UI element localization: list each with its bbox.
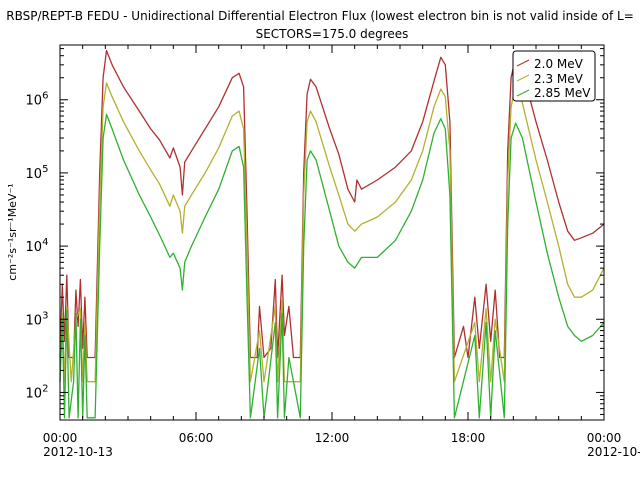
legend: 2.0 MeV 2.3 MeV 2.85 MeV [512, 50, 596, 102]
y-tick-label: 106 [26, 91, 49, 109]
x-tick-label: 06:00 [179, 431, 214, 445]
x-tick-date: 2012-10-13 [43, 445, 113, 459]
legend-swatch-2-0 [516, 59, 530, 67]
chart-title: RBSP/REPT-B FEDU - Unidirectional Differ… [6, 9, 634, 23]
legend-box [512, 50, 596, 102]
chart-subtitle: SECTORS=175.0 degrees [256, 27, 409, 41]
legend-swatch-2-85 [516, 89, 530, 97]
y-tick-label: 103 [26, 310, 49, 328]
series-line-2-85-mev [59, 113, 605, 419]
y-tick-label: 105 [26, 164, 49, 182]
x-tick-date: 2012-10-14 [587, 445, 640, 459]
legend-label-2-0: 2.0 MeV [534, 57, 584, 71]
series-line-2-3-mev [59, 82, 605, 383]
series-line-2-0-mev [59, 49, 605, 359]
x-tick-label: 12:00 [315, 431, 350, 445]
y-tick-label: 102 [26, 383, 49, 401]
legend-label-2-85: 2.85 MeV [534, 86, 591, 100]
legend-swatch-2-3 [516, 74, 530, 82]
y-axis-label: cm⁻²s⁻¹sr⁻¹MeV⁻¹ [6, 183, 19, 280]
series-layer [59, 49, 605, 419]
x-tick-label: 18:00 [451, 431, 486, 445]
x-tick-label: 00:00 [587, 431, 622, 445]
y-tick-label: 104 [26, 237, 49, 255]
legend-label-2-3: 2.3 MeV [534, 72, 584, 86]
x-tick-label: 00:00 [43, 431, 78, 445]
